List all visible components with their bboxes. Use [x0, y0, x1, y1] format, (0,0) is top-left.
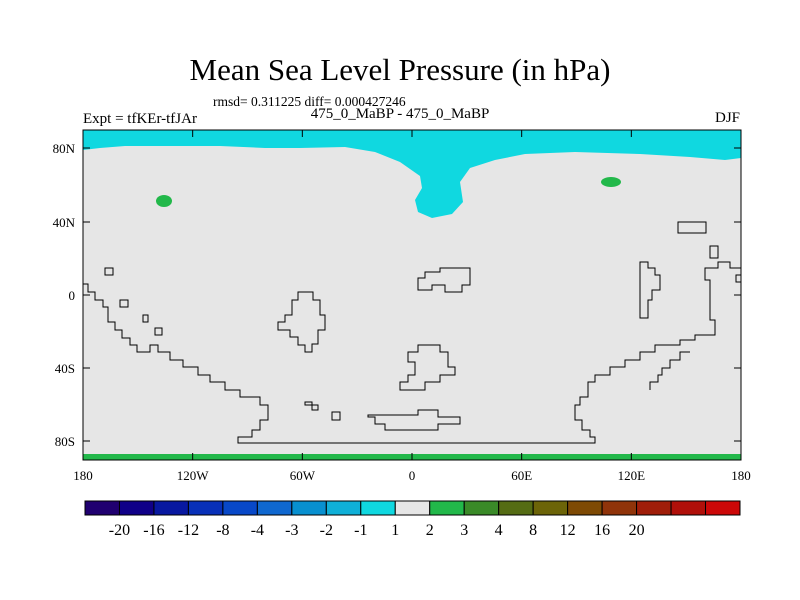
colorbar-box	[429, 500, 465, 516]
lon-tick-label: 60E	[511, 468, 532, 483]
lat-tick-label: 80N	[53, 141, 76, 156]
lon-tick-label: 120E	[618, 468, 646, 483]
lon-tick-label: 180	[73, 468, 93, 483]
lat-tick-label: 40S	[55, 361, 75, 376]
colorbar-label: -4	[251, 522, 264, 539]
colorbar-label: 8	[529, 522, 537, 539]
colorbar-box	[567, 500, 603, 516]
colorbar-box	[84, 500, 120, 516]
plot-title: Mean Sea Level Pressure (in hPa)	[189, 52, 611, 87]
colorbar-box	[291, 500, 327, 516]
colorbar-box	[463, 500, 500, 516]
colorbar-box	[187, 500, 224, 516]
colorbar-label: 12	[560, 522, 576, 539]
colorbar-label: 3	[460, 522, 468, 539]
colorbar-label: 20	[629, 522, 645, 539]
lat-tick-label: 40N	[53, 215, 76, 230]
colorbar-label: 2	[426, 522, 434, 539]
season-label: DJF	[714, 110, 740, 126]
colorbar-label: 4	[495, 522, 503, 539]
lat-tick-label: 80S	[55, 434, 75, 449]
colorbar-label: 1	[391, 522, 399, 539]
colorbar-label: -12	[178, 522, 199, 539]
colorbar-label: -20	[109, 522, 130, 539]
colorbar-box	[498, 500, 534, 516]
latitude-axis: 80N 40N 0 40S 80S	[53, 141, 741, 449]
lon-tick-label: 0	[409, 468, 416, 483]
colorbar-label: -16	[143, 522, 164, 539]
colorbar-box	[705, 500, 741, 516]
period-label: 475_0_MaBP - 475_0_MaBP	[310, 106, 490, 122]
experiment-label: Expt = tfKEr-tfJAr	[83, 111, 197, 127]
coastlines	[83, 221, 741, 444]
longitude-axis: 180 120W 60W 0 60E 120E 180	[73, 130, 751, 483]
lon-tick-label: 60W	[290, 468, 316, 483]
colorbar-label: -8	[216, 522, 229, 539]
colorbar-box	[325, 500, 362, 516]
colorbar-box	[222, 500, 258, 516]
lon-tick-label: 120W	[177, 468, 210, 483]
positive-anomaly-patch	[601, 177, 621, 187]
colorbar-box	[153, 500, 189, 516]
colorbar-box	[360, 500, 396, 516]
negative-anomaly-region	[83, 130, 741, 218]
colorbar-label: -3	[285, 522, 298, 539]
colorbar-box	[256, 500, 293, 516]
colorbar-box	[118, 500, 155, 516]
colorbar-label: -2	[320, 522, 333, 539]
lat-tick-label: 0	[69, 288, 76, 303]
map-background	[83, 130, 741, 460]
colorbar-box	[670, 500, 707, 516]
colorbar-box	[394, 500, 431, 516]
positive-anomaly-patch	[156, 195, 172, 207]
colorbar-label: 16	[594, 522, 610, 539]
colorbar-box	[601, 500, 638, 516]
colorbar-label: -1	[354, 522, 367, 539]
colorbar-box	[636, 500, 672, 516]
lon-tick-label: 180	[731, 468, 751, 483]
colorbar-box	[532, 500, 569, 516]
stats-label: rmsd= 0.311225 diff= 0.000427246	[213, 94, 406, 109]
